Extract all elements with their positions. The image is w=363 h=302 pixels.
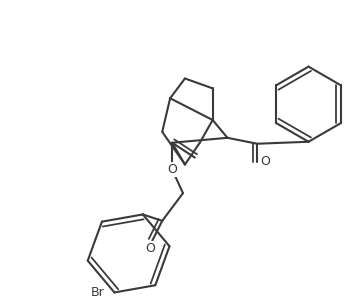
Text: O: O bbox=[260, 155, 270, 168]
Text: O: O bbox=[167, 163, 177, 176]
Text: Br: Br bbox=[91, 286, 105, 299]
Text: O: O bbox=[146, 242, 155, 255]
